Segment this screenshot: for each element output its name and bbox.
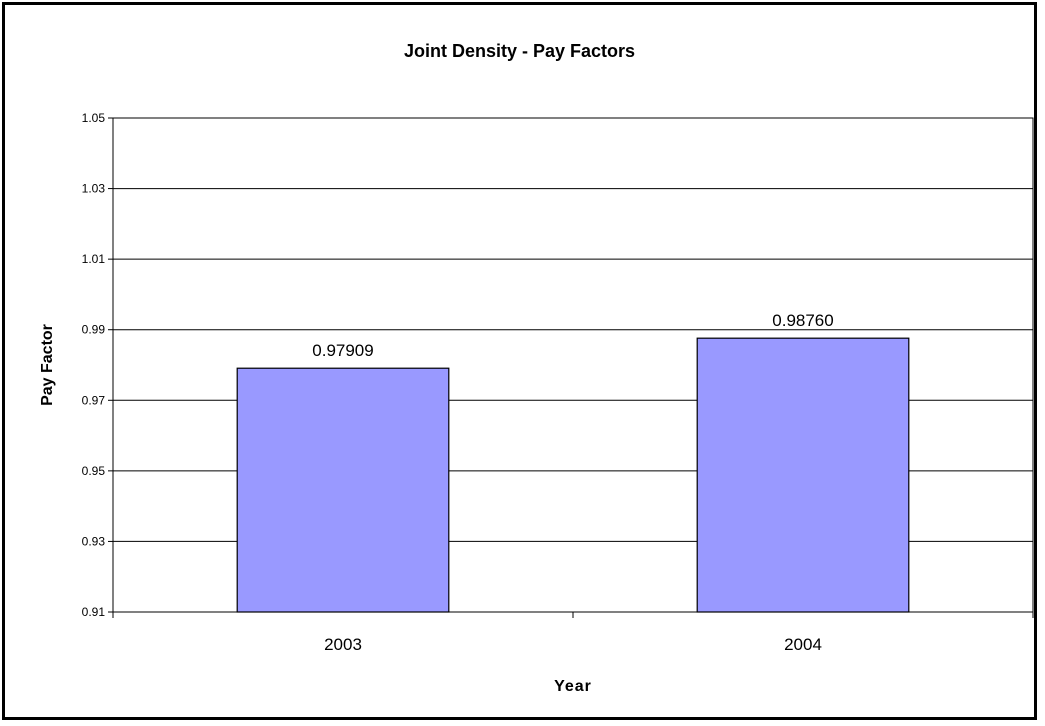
y-tick-label: 1.01 bbox=[82, 252, 106, 266]
y-axis-title: Pay Factor bbox=[39, 324, 56, 406]
y-tick-label: 0.95 bbox=[82, 464, 106, 478]
data-label-2003: 0.97909 bbox=[312, 341, 373, 360]
y-tick-label: 0.91 bbox=[82, 605, 106, 619]
x-tick-label-2004: 2004 bbox=[784, 635, 822, 654]
labels: 0.91 0.93 0.95 0.97 0.99 1.01 1.03 1.05 0.97909 2… bbox=[82, 111, 834, 654]
y-tick-label: 0.97 bbox=[82, 393, 106, 407]
axes bbox=[108, 117, 1034, 618]
bars bbox=[236, 337, 910, 613]
x-tick-label-2003: 2003 bbox=[324, 635, 362, 654]
bar-2003 bbox=[236, 367, 450, 613]
y-tick-label: 1.03 bbox=[82, 182, 106, 196]
x-axis-title: Year bbox=[554, 678, 592, 695]
y-tick-label: 0.99 bbox=[82, 323, 106, 337]
chart-title: Joint Density - Pay Factors bbox=[403, 41, 636, 61]
y-tick-label: 1.05 bbox=[82, 111, 106, 125]
data-label-2004: 0.98760 bbox=[772, 311, 833, 330]
bar-2004 bbox=[696, 337, 910, 613]
y-tick-label: 0.93 bbox=[82, 534, 106, 548]
